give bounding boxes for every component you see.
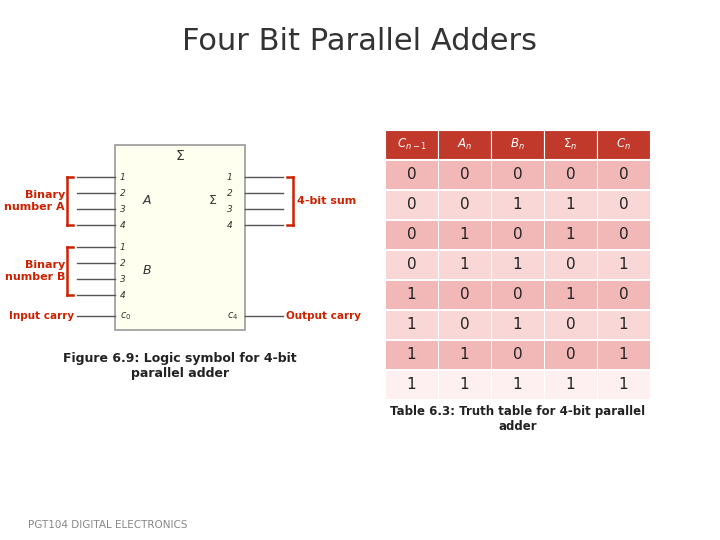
FancyBboxPatch shape xyxy=(597,310,650,339)
Text: 1: 1 xyxy=(407,317,416,332)
FancyBboxPatch shape xyxy=(438,160,491,189)
FancyBboxPatch shape xyxy=(438,370,491,399)
FancyBboxPatch shape xyxy=(385,370,438,399)
FancyBboxPatch shape xyxy=(491,160,544,189)
Text: 0: 0 xyxy=(513,227,522,242)
FancyBboxPatch shape xyxy=(544,160,597,189)
Text: $\Sigma$: $\Sigma$ xyxy=(208,194,217,207)
Text: 4: 4 xyxy=(120,291,126,300)
Text: 0: 0 xyxy=(618,167,629,182)
Text: Input carry: Input carry xyxy=(9,311,74,321)
FancyBboxPatch shape xyxy=(438,280,491,309)
Text: PGT104 DIGITAL ELECTRONICS: PGT104 DIGITAL ELECTRONICS xyxy=(28,520,187,530)
Text: 1: 1 xyxy=(618,347,629,362)
Text: Output carry: Output carry xyxy=(286,311,361,321)
Text: Figure 6.9: Logic symbol for 4-bit
parallel adder: Figure 6.9: Logic symbol for 4-bit paral… xyxy=(63,352,297,380)
Text: Four Bit Parallel Adders: Four Bit Parallel Adders xyxy=(182,28,538,57)
FancyBboxPatch shape xyxy=(385,310,438,339)
Text: 1: 1 xyxy=(120,242,126,252)
Text: 1: 1 xyxy=(459,227,469,242)
Text: 0: 0 xyxy=(407,167,416,182)
FancyBboxPatch shape xyxy=(544,190,597,219)
FancyBboxPatch shape xyxy=(491,340,544,369)
FancyBboxPatch shape xyxy=(438,340,491,369)
Text: 1: 1 xyxy=(566,377,575,392)
FancyBboxPatch shape xyxy=(597,160,650,189)
FancyBboxPatch shape xyxy=(385,190,438,219)
Text: Binary
number A: Binary number A xyxy=(4,190,65,212)
Text: 3: 3 xyxy=(120,205,126,213)
FancyBboxPatch shape xyxy=(385,130,438,159)
Text: 2: 2 xyxy=(120,259,126,267)
Text: 4-bit sum: 4-bit sum xyxy=(297,196,356,206)
Text: 0: 0 xyxy=(459,167,469,182)
FancyBboxPatch shape xyxy=(385,160,438,189)
Text: $C_{n-1}$: $C_{n-1}$ xyxy=(397,137,426,152)
Text: $A_n$: $A_n$ xyxy=(456,137,472,152)
Text: 1: 1 xyxy=(407,347,416,362)
Text: 0: 0 xyxy=(618,197,629,212)
FancyBboxPatch shape xyxy=(491,220,544,249)
Text: 0: 0 xyxy=(459,287,469,302)
Text: 2: 2 xyxy=(227,188,233,198)
Text: 2: 2 xyxy=(120,188,126,198)
Text: 1: 1 xyxy=(566,287,575,302)
Text: 1: 1 xyxy=(618,257,629,272)
FancyBboxPatch shape xyxy=(597,250,650,279)
FancyBboxPatch shape xyxy=(491,130,544,159)
Text: $B_n$: $B_n$ xyxy=(510,137,525,152)
FancyBboxPatch shape xyxy=(597,190,650,219)
Text: 1: 1 xyxy=(120,172,126,181)
Text: 0: 0 xyxy=(407,197,416,212)
FancyBboxPatch shape xyxy=(491,190,544,219)
Text: Table 6.3: Truth table for 4-bit parallel
adder: Table 6.3: Truth table for 4-bit paralle… xyxy=(390,405,645,433)
Text: 1: 1 xyxy=(618,317,629,332)
FancyBboxPatch shape xyxy=(544,280,597,309)
FancyBboxPatch shape xyxy=(544,340,597,369)
Text: 0: 0 xyxy=(513,287,522,302)
Text: 1: 1 xyxy=(227,172,233,181)
Text: 1: 1 xyxy=(566,197,575,212)
Text: 0: 0 xyxy=(618,287,629,302)
FancyBboxPatch shape xyxy=(491,250,544,279)
FancyBboxPatch shape xyxy=(544,370,597,399)
FancyBboxPatch shape xyxy=(597,370,650,399)
Text: $B$: $B$ xyxy=(142,265,152,278)
Text: 0: 0 xyxy=(459,197,469,212)
Text: $c_4$: $c_4$ xyxy=(227,310,238,322)
Text: 4: 4 xyxy=(120,220,126,230)
FancyBboxPatch shape xyxy=(385,220,438,249)
FancyBboxPatch shape xyxy=(491,280,544,309)
Text: 3: 3 xyxy=(120,274,126,284)
FancyBboxPatch shape xyxy=(597,280,650,309)
Text: 1: 1 xyxy=(566,227,575,242)
Text: 1: 1 xyxy=(459,257,469,272)
Text: 0: 0 xyxy=(407,257,416,272)
Text: 0: 0 xyxy=(513,167,522,182)
FancyBboxPatch shape xyxy=(438,250,491,279)
FancyBboxPatch shape xyxy=(544,220,597,249)
Text: Binary
number B: Binary number B xyxy=(4,260,65,282)
Text: $c_0$: $c_0$ xyxy=(120,310,131,322)
Text: 0: 0 xyxy=(407,227,416,242)
Text: 0: 0 xyxy=(513,347,522,362)
FancyBboxPatch shape xyxy=(544,250,597,279)
FancyBboxPatch shape xyxy=(438,190,491,219)
Text: 0: 0 xyxy=(459,317,469,332)
Text: 1: 1 xyxy=(618,377,629,392)
Text: 1: 1 xyxy=(513,317,522,332)
FancyBboxPatch shape xyxy=(385,250,438,279)
Text: $\Sigma_n$: $\Sigma_n$ xyxy=(563,137,577,152)
FancyBboxPatch shape xyxy=(115,145,245,330)
Text: 1: 1 xyxy=(513,377,522,392)
FancyBboxPatch shape xyxy=(544,130,597,159)
Text: 1: 1 xyxy=(513,257,522,272)
FancyBboxPatch shape xyxy=(385,340,438,369)
Text: $C_n$: $C_n$ xyxy=(616,137,631,152)
FancyBboxPatch shape xyxy=(597,220,650,249)
Text: 0: 0 xyxy=(566,257,575,272)
FancyBboxPatch shape xyxy=(491,370,544,399)
Text: $\Sigma$: $\Sigma$ xyxy=(175,149,185,163)
Text: 0: 0 xyxy=(566,347,575,362)
